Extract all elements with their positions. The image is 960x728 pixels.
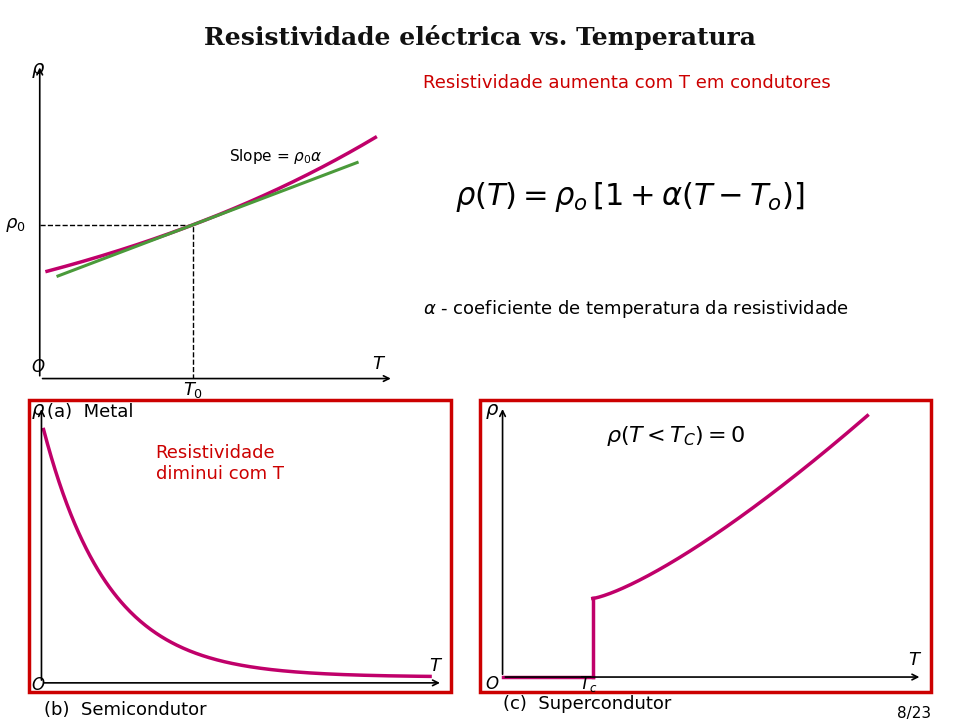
Text: $O$: $O$ [31, 676, 45, 694]
Text: $T$: $T$ [428, 657, 443, 675]
Text: 8/23: 8/23 [897, 705, 931, 721]
Text: $\rho$: $\rho$ [31, 61, 45, 80]
Text: $T$: $T$ [908, 652, 923, 669]
Text: (b)  Semicondutor: (b) Semicondutor [43, 701, 206, 719]
Text: $\rho$: $\rho$ [485, 402, 498, 421]
Text: $T$: $T$ [372, 355, 386, 373]
Text: $O$: $O$ [31, 358, 45, 376]
Text: Slope = $\rho_0\alpha$: Slope = $\rho_0\alpha$ [229, 147, 323, 166]
Text: Resistividade aumenta com T em condutores: Resistividade aumenta com T em condutore… [423, 74, 831, 92]
Text: $\rho(T < T_C)= 0$: $\rho(T < T_C)= 0$ [607, 424, 746, 448]
Text: $\rho(T)= \rho_o\,[1+\alpha(T-T_o)]$: $\rho(T)= \rho_o\,[1+\alpha(T-T_o)]$ [455, 180, 805, 214]
Text: $\rho_0$: $\rho_0$ [5, 215, 25, 234]
Text: (a)  Metal: (a) Metal [47, 403, 133, 421]
Text: Resistividade eléctrica vs. Temperatura: Resistividade eléctrica vs. Temperatura [204, 25, 756, 50]
Text: Resistividade
diminui com T: Resistividade diminui com T [156, 444, 283, 483]
Text: $O$: $O$ [485, 675, 499, 692]
Text: (c)  Supercondutor: (c) Supercondutor [503, 695, 671, 713]
Text: $\alpha$ - coeficiente de temperatura da resistividade: $\alpha$ - coeficiente de temperatura da… [423, 298, 850, 320]
Text: $\rho$: $\rho$ [31, 402, 45, 421]
Text: $T_c$: $T_c$ [579, 673, 597, 694]
Text: $T_0$: $T_0$ [182, 379, 204, 400]
